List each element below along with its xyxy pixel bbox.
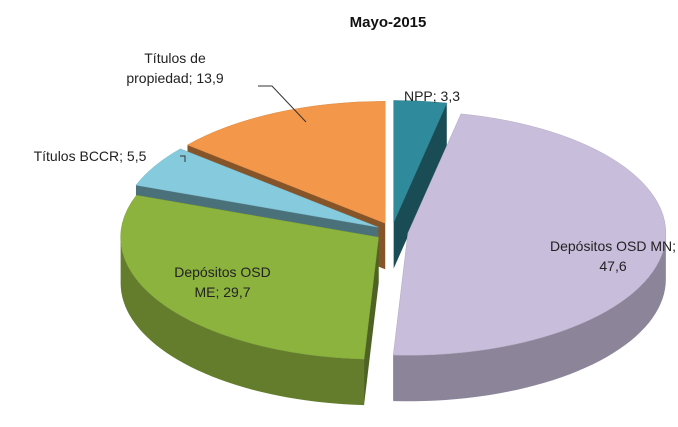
slice-side bbox=[393, 233, 666, 402]
slice bbox=[186, 101, 386, 224]
data-label: Títulos BCCR; 5,5 bbox=[33, 148, 147, 164]
data-label: NPP; 3,3 bbox=[403, 88, 461, 104]
leader-line bbox=[258, 85, 307, 123]
leader-line bbox=[180, 155, 186, 162]
slice-side bbox=[120, 237, 365, 406]
slice bbox=[393, 100, 448, 223]
data-label: Títulos de propiedad; 13,9 bbox=[126, 50, 224, 86]
chart-title: Mayo-2015 bbox=[349, 14, 427, 31]
data-label: Depósitos OSD ME; 29,7 bbox=[174, 264, 271, 300]
slice-wall bbox=[393, 103, 447, 269]
slice bbox=[135, 148, 379, 228]
slice bbox=[392, 113, 667, 356]
slice bbox=[120, 194, 379, 360]
data-label: Depósitos OSD MN; 47,6 bbox=[549, 238, 677, 274]
